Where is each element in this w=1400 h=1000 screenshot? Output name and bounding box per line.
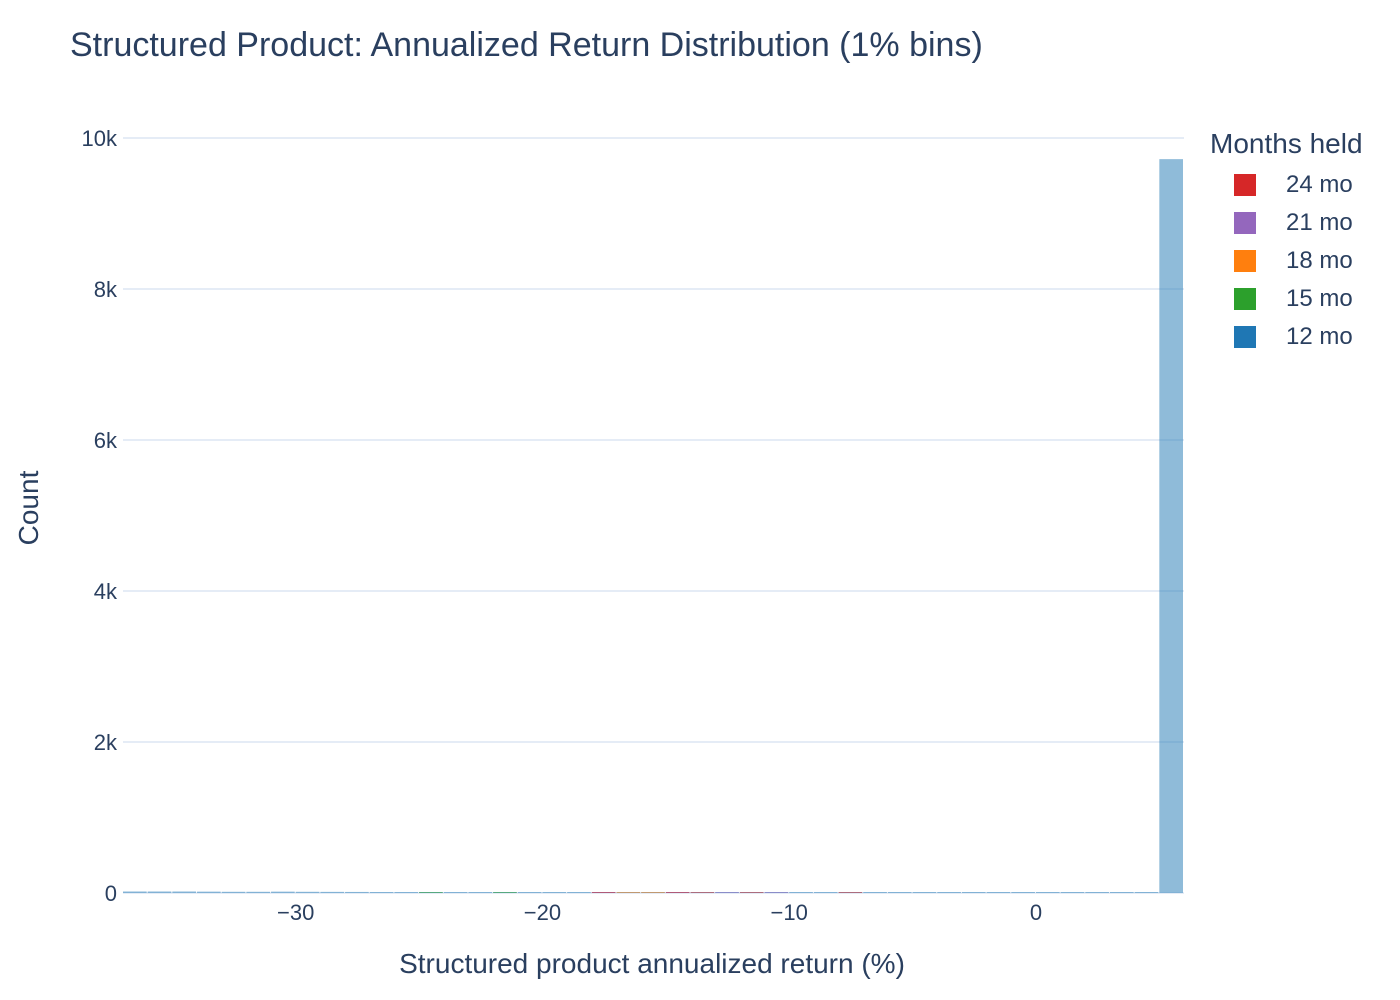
histogram-bar <box>295 891 320 893</box>
histogram-bar <box>986 892 1011 893</box>
histogram-bar <box>1060 892 1085 893</box>
histogram-bar <box>345 891 369 893</box>
histogram-bar <box>1011 892 1035 893</box>
histogram-bar <box>172 891 197 893</box>
chart-title: Structured Product: Annualized Return Di… <box>70 26 983 64</box>
y-tick-label: 8k <box>94 277 118 302</box>
legend-item[interactable]: 12 mo <box>1210 318 1363 356</box>
histogram-bar <box>665 892 690 893</box>
histogram-bar <box>443 892 468 893</box>
histogram-bar <box>542 892 567 893</box>
histogram-bar <box>493 892 517 893</box>
legend-label: 21 mo <box>1286 209 1353 236</box>
histogram-bar <box>221 891 246 893</box>
histogram-bar <box>1109 892 1134 893</box>
x-axis-label: Structured product annualized return (%) <box>399 948 905 979</box>
y-tick-label: 2k <box>94 730 118 755</box>
legend-label: 15 mo <box>1286 285 1353 312</box>
legend-title: Months held <box>1210 128 1363 159</box>
y-axis-ticks: 0 2k 4k 6k 8k 10k <box>82 126 118 906</box>
legend-label: 18 mo <box>1286 247 1353 274</box>
histogram-bar <box>813 892 838 893</box>
y-tick-label: 4k <box>94 579 118 604</box>
histogram-bar <box>197 891 221 893</box>
histogram-bar <box>591 892 616 893</box>
histogram-bar <box>937 892 961 893</box>
legend-swatch <box>1234 326 1256 348</box>
histogram-bar <box>1159 159 1183 893</box>
histogram-bar <box>887 892 912 893</box>
legend-label: 24 mo <box>1286 171 1353 198</box>
x-axis-ticks: −30 −20 −10 0 <box>277 900 1042 925</box>
histogram-bar <box>394 892 419 893</box>
histogram-bar <box>419 892 443 893</box>
histogram-bar <box>715 892 739 893</box>
histogram-bar <box>123 891 147 893</box>
histogram-bar <box>764 892 789 893</box>
legend-item[interactable]: 24 mo <box>1210 166 1363 204</box>
histogram-bar <box>912 892 937 893</box>
x-tick-label: −30 <box>277 900 314 925</box>
y-tick-label: 6k <box>94 428 118 453</box>
legend-swatch <box>1234 288 1256 310</box>
legend-item[interactable]: 15 mo <box>1210 280 1363 318</box>
histogram-bar <box>641 892 665 893</box>
histogram-bar <box>863 892 887 893</box>
histogram-bar <box>246 891 271 893</box>
histogram-bar <box>1134 892 1159 893</box>
histogram-bar <box>789 892 813 893</box>
legend-item[interactable]: 21 mo <box>1210 204 1363 242</box>
gridlines <box>123 137 1184 894</box>
legend-swatch <box>1234 174 1256 196</box>
histogram-bar <box>838 892 863 893</box>
legend: Months held 24 mo 21 mo 18 mo 15 mo 12 mo <box>1210 128 1363 356</box>
legend-swatch <box>1234 250 1256 272</box>
histogram-bar <box>690 892 715 893</box>
histogram-bar <box>517 892 542 893</box>
legend-swatch <box>1234 212 1256 234</box>
histogram-bar <box>1085 892 1109 893</box>
histogram-bar <box>271 891 295 893</box>
histogram-bar <box>567 892 591 893</box>
x-tick-label: 0 <box>1030 900 1042 925</box>
y-tick-label: 0 <box>105 881 117 906</box>
histogram-bar <box>616 892 641 893</box>
histogram-bar <box>739 892 764 893</box>
y-tick-label: 10k <box>82 126 118 151</box>
histogram-bar <box>961 892 986 893</box>
histogram-bar <box>369 892 394 893</box>
legend-label: 12 mo <box>1286 323 1353 350</box>
histogram-bar <box>147 891 172 893</box>
legend-item[interactable]: 18 mo <box>1210 242 1363 280</box>
x-tick-label: −10 <box>771 900 808 925</box>
x-tick-label: −20 <box>524 900 561 925</box>
histogram-bar <box>468 892 493 893</box>
histogram-bars <box>123 159 1183 893</box>
histogram-bar <box>320 891 345 893</box>
histogram-bar <box>1035 892 1060 893</box>
